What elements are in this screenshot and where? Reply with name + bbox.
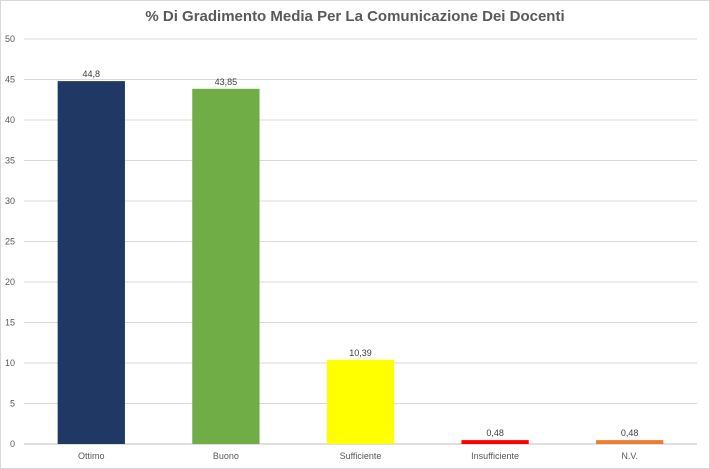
- y-tick-label: 10: [5, 358, 15, 368]
- bar-buono: [192, 88, 260, 444]
- data-labels: 44,8 43,85 10,39 0,48 0,48: [83, 69, 639, 438]
- data-label: 43,85: [215, 77, 238, 87]
- y-tick-label: 0: [10, 439, 15, 449]
- y-tick-label: 5: [10, 399, 15, 409]
- bar-insufficiente: [461, 440, 529, 444]
- bar-ottimo: [57, 81, 125, 445]
- bar-n-v: [596, 440, 664, 444]
- x-tick-label: N.V.: [621, 451, 638, 461]
- y-tick-label: 40: [5, 115, 15, 125]
- x-tick-label: Insufficiente: [471, 451, 519, 461]
- y-axis-tick-labels: 0 5 10 15 20 25 30 35 40 45 50: [5, 34, 15, 449]
- y-tick-label: 35: [5, 156, 15, 166]
- x-axis-tick-labels: Ottimo Buono Sufficiente Insufficiente N.V.: [78, 451, 638, 461]
- y-tick-label: 20: [5, 277, 15, 287]
- data-label: 0,48: [486, 428, 504, 438]
- data-label: 10,39: [349, 348, 372, 358]
- y-tick-label: 30: [5, 196, 15, 206]
- y-tick-label: 45: [5, 75, 15, 85]
- x-tick-label: Ottimo: [78, 451, 105, 461]
- y-tick-label: 50: [5, 34, 15, 44]
- data-label: 0,48: [621, 428, 639, 438]
- chart-title: % Di Gradimento Media Per La Comunicazio…: [145, 8, 565, 25]
- x-tick-label: Sufficiente: [340, 451, 382, 461]
- bars: [57, 81, 664, 445]
- y-tick-label: 15: [5, 318, 15, 328]
- y-tick-label: 25: [5, 237, 15, 247]
- x-tick-label: Buono: [213, 451, 239, 461]
- gridlines: [24, 38, 697, 445]
- data-label: 44,8: [83, 69, 101, 79]
- bar-sufficiente: [326, 359, 395, 444]
